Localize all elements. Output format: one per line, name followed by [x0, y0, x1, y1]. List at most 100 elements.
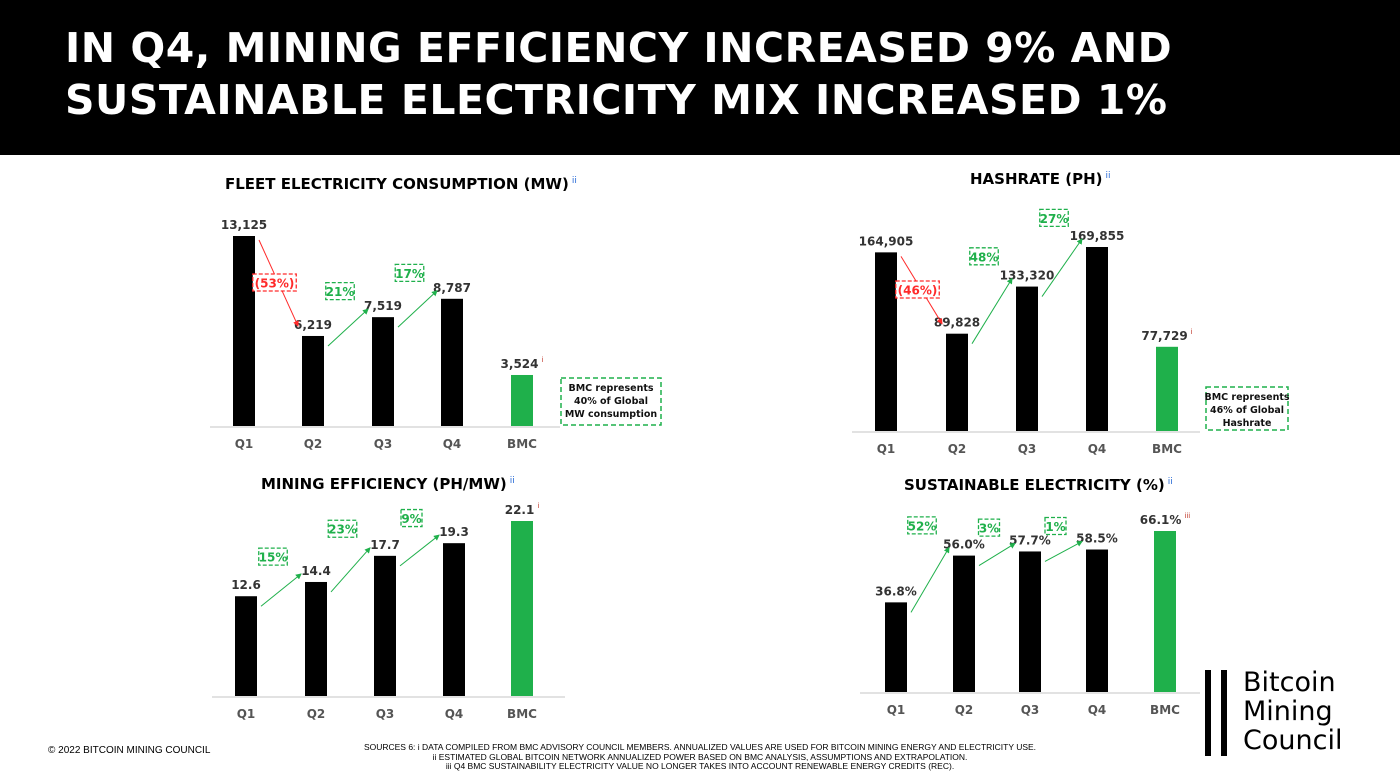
bar-q1 — [885, 602, 907, 692]
change-label: 1% — [1045, 520, 1065, 534]
bar-bmc — [1154, 531, 1176, 692]
footnote-marker: i — [542, 356, 544, 364]
category-label: Q3 — [374, 437, 393, 451]
value-label: 12.6 — [231, 578, 261, 592]
bar-q3 — [372, 317, 394, 426]
change-label: (53%) — [255, 276, 295, 290]
bar-bmc — [511, 521, 533, 696]
chart-title-sustainable: SUSTAINABLE ELECTRICITY (%) ii — [904, 476, 1173, 494]
category-label: Q3 — [376, 707, 395, 721]
change-arrow — [327, 308, 369, 347]
change-box — [394, 263, 425, 282]
change-label: 27% — [1040, 212, 1069, 226]
note-text: BMC represents — [1204, 392, 1289, 403]
bar-q1 — [233, 236, 255, 426]
category-label: Q1 — [235, 437, 254, 451]
headline-line-2: SUSTAINABLE ELECTRICITY MIX INCREASED 1% — [65, 76, 1168, 124]
footnote-marker: ii — [571, 176, 577, 186]
chart-title-hashrate: HASHRATE (PH) ii — [970, 170, 1111, 188]
bar-q1 — [875, 252, 897, 431]
bar-q3 — [374, 555, 396, 696]
bar-q2 — [953, 555, 975, 692]
category-label: Q3 — [1021, 703, 1040, 717]
category-label: Q4 — [1088, 442, 1107, 456]
chart-3: 36.8% Q1 56.0% Q2 57.7% Q3 58.5% Q4 66.1% iii BMC 5… — [860, 512, 1200, 717]
category-label: Q2 — [955, 703, 974, 717]
value-label: 56.0% — [943, 538, 985, 552]
bar-q2 — [302, 335, 324, 426]
note-text: BMC represents — [568, 383, 653, 394]
category-label: Q3 — [1018, 442, 1037, 456]
logo-bar — [1205, 670, 1211, 756]
change-label: 52% — [908, 519, 937, 533]
change-label: 15% — [259, 551, 288, 565]
value-label: 66.1% iii — [1140, 512, 1191, 527]
change-label: 23% — [328, 523, 357, 537]
bar-q4 — [1086, 549, 1108, 692]
value-label: 19.3 — [439, 525, 469, 539]
bar-q4 — [443, 543, 465, 696]
value-label: 169,855 — [1070, 229, 1125, 243]
value-label: 13,125 — [221, 218, 267, 232]
chart-title-text: MINING EFFICIENCY (PH/MW) — [261, 475, 507, 493]
footnote-marker: iii — [1184, 512, 1190, 520]
value-label: 17.7 — [370, 538, 400, 552]
chart-0: 13,125 Q1 6,219 Q2 7,519 Q3 8,787 Q4 3,524 i BMC (5… — [210, 218, 662, 451]
note-text: 40% of Global — [574, 396, 648, 407]
change-arrow — [330, 547, 371, 593]
value-label: 3,524 i — [501, 356, 544, 371]
change-arrow — [399, 534, 440, 567]
bar-q2 — [946, 333, 968, 431]
change-arrow — [910, 546, 950, 613]
bar-bmc — [511, 374, 533, 426]
logo-bar — [1221, 670, 1227, 756]
value-label: 22.1 i — [505, 502, 540, 517]
change-label: 3% — [979, 522, 999, 536]
change-label: (46%) — [898, 284, 938, 298]
bar-q3 — [1019, 551, 1041, 692]
logo-text: Bitcoin Mining Council — [1243, 667, 1343, 756]
change-label: 9% — [401, 512, 421, 526]
change-label: 21% — [326, 285, 355, 299]
bar-q4 — [441, 298, 463, 426]
chart-title-electricity: FLEET ELECTRICITY CONSUMPTION (MW) ii — [225, 175, 577, 193]
value-label: 133,320 — [1000, 269, 1055, 283]
category-label: Q2 — [307, 707, 326, 721]
note-text: Hashrate — [1223, 418, 1272, 429]
copyright: © 2022 BITCOIN MINING COUNCIL — [48, 745, 211, 756]
change-box — [907, 516, 937, 535]
category-label: BMC — [507, 707, 537, 721]
change-box — [400, 508, 423, 528]
source-note: SOURCES 6: i DATA COMPILED FROM BMC ADVI… — [363, 742, 1037, 752]
footnote-marker: ii — [1105, 171, 1111, 181]
chart-2: 12.6 Q1 14.4 Q2 17.7 Q3 19.3 Q4 22.1 i BMC 15% 23% 9% — [212, 502, 565, 721]
category-label: BMC — [1150, 703, 1180, 717]
note-text: MW consumption — [565, 409, 658, 420]
source-note: ii ESTIMATED GLOBAL BITCOIN NETWORK ANNU… — [432, 751, 968, 762]
chart-title-text: SUSTAINABLE ELECTRICITY (%) — [904, 476, 1165, 494]
note-text: 46% of Global — [1210, 405, 1284, 416]
sources-notes: SOURCES 6: i DATA COMPILED FROM BMC ADVI… — [300, 742, 1100, 772]
bar-q1 — [235, 596, 257, 696]
value-label: 77,729 i — [1141, 328, 1192, 343]
change-box — [325, 281, 355, 301]
change-box — [895, 280, 940, 299]
change-box — [252, 273, 297, 292]
value-label: 36.8% — [875, 584, 917, 598]
bar-bmc — [1156, 346, 1178, 431]
category-label: BMC — [507, 437, 537, 451]
value-label: 7,519 — [364, 299, 402, 313]
source-note: iii Q4 BMC SUSTAINABILITY ELECTRICITY VA… — [445, 761, 955, 771]
category-label: Q1 — [237, 707, 256, 721]
value-label: 14.4 — [301, 564, 331, 578]
category-label: Q4 — [445, 707, 464, 721]
headline-line-1: IN Q4, MINING EFFICIENCY INCREASED 9% AN… — [65, 24, 1173, 72]
note-box — [560, 377, 662, 426]
bar-q4 — [1086, 247, 1108, 431]
value-label: 89,828 — [934, 316, 980, 330]
footnote-marker: ii — [509, 476, 515, 486]
footnote-marker: ii — [1167, 477, 1173, 487]
change-box — [327, 519, 358, 538]
value-label: 6,219 — [294, 318, 332, 332]
